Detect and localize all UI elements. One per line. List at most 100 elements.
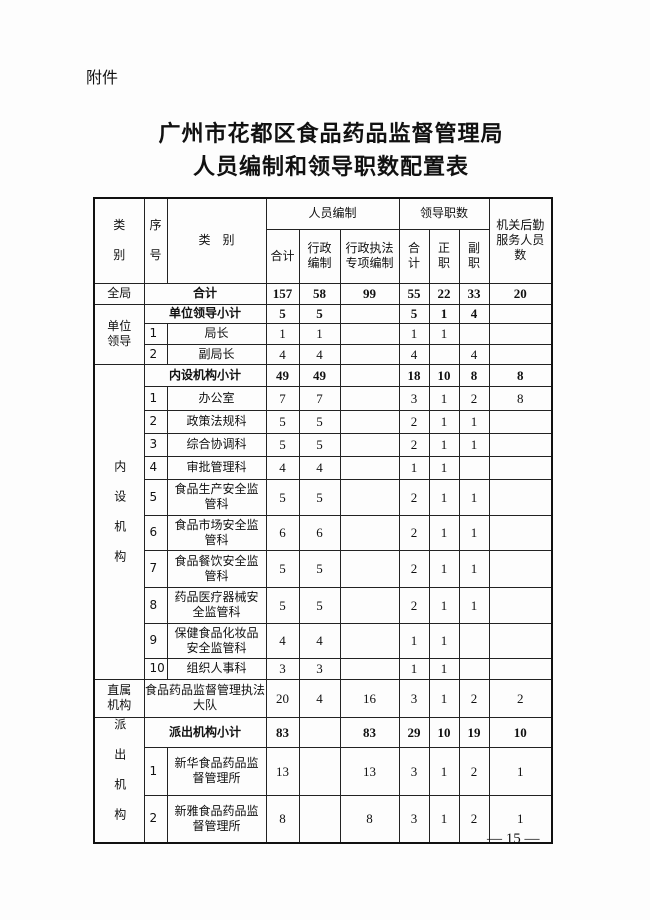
value-cell: 1 <box>458 549 490 588</box>
value-cell: 1 <box>428 409 460 434</box>
row-name: 食品生产安全监管科 <box>166 478 267 516</box>
value-cell: 1 <box>398 322 430 345</box>
header-lead-total: 合计 <box>398 228 430 284</box>
table-row: 2 副局长 4 4 4 4 <box>94 343 553 365</box>
value-cell: 1 <box>488 746 553 796</box>
row-name: 新雅食品药品监督管理所 <box>166 794 267 844</box>
value-cell <box>339 455 400 480</box>
row-name: 药品医疗器械安全监管科 <box>166 586 267 624</box>
value-cell <box>458 657 490 680</box>
row-name: 局长 <box>166 322 267 345</box>
header-staffing: 人员编制 <box>265 197 400 230</box>
value-cell <box>488 657 553 680</box>
value-cell: 2 <box>398 432 430 457</box>
table-row: 内设机构 内设机构小计 49 49 18 10 8 8 <box>93 363 553 680</box>
value-cell: 5 <box>265 549 300 588</box>
row-seq: 1 <box>143 322 168 345</box>
header-seq: 序 号 <box>143 197 168 284</box>
row-name: 食品药品监督管理执法大队 <box>143 678 267 718</box>
value-cell <box>458 622 490 659</box>
row-name: 食品市场安全监管科 <box>166 514 267 551</box>
value-cell: 1 <box>265 322 300 345</box>
value-cell: 1 <box>428 678 460 718</box>
value-cell: 1 <box>428 657 460 680</box>
value-cell: 55 <box>398 282 430 305</box>
value-cell: 1 <box>428 303 460 324</box>
value-cell: 5 <box>298 586 341 624</box>
value-cell: 8 <box>488 363 553 387</box>
table-row: 全局 合计 157 58 99 55 22 33 20 <box>93 282 553 305</box>
value-cell <box>339 657 400 680</box>
value-cell <box>339 549 400 588</box>
value-cell <box>458 455 490 480</box>
value-cell <box>488 432 553 457</box>
row-seq: 2 <box>143 794 168 844</box>
value-cell: 58 <box>298 282 341 305</box>
category-cell: 全局 <box>93 282 145 305</box>
row-seq: 1 <box>143 746 168 796</box>
value-cell: 3 <box>398 385 430 411</box>
value-cell <box>488 343 553 365</box>
table-row: 4 审批管理科 4 4 1 1 <box>94 455 553 480</box>
row-name: 综合协调科 <box>166 432 267 457</box>
value-cell: 4 <box>298 622 341 659</box>
value-cell <box>339 478 400 516</box>
value-cell: 2 <box>398 478 430 516</box>
header-lead-deputy: 副职 <box>458 228 490 284</box>
value-cell: 83 <box>265 716 300 748</box>
value-cell: 5 <box>298 303 341 324</box>
value-cell: 1 <box>428 514 460 551</box>
value-cell: 1 <box>428 549 460 588</box>
value-cell: 4 <box>458 343 490 365</box>
table-row: 6 食品市场安全监管科 6 6 2 1 1 <box>94 514 553 551</box>
category-cell: 直属机构 <box>93 678 145 718</box>
value-cell: 1 <box>298 322 341 345</box>
row-seq: 8 <box>143 586 168 624</box>
value-cell <box>488 303 553 324</box>
value-cell: 2 <box>398 549 430 588</box>
table-row: 3 综合协调科 5 5 2 1 1 <box>94 432 553 457</box>
row-seq: 5 <box>143 478 168 516</box>
value-cell <box>339 622 400 659</box>
value-cell: 10 <box>428 716 460 748</box>
category-cell: 内设机构 <box>93 363 145 680</box>
value-cell: 3 <box>265 657 300 680</box>
value-cell: 2 <box>458 385 490 411</box>
value-cell: 1 <box>398 657 430 680</box>
document-subtitle: 人员编制和领导职数配置表 <box>192 154 469 180</box>
value-cell <box>488 478 553 516</box>
value-cell: 1 <box>428 478 460 516</box>
table-row: 10 组织人事科 3 3 1 1 <box>94 657 553 680</box>
value-cell <box>458 322 490 345</box>
value-cell: 3 <box>298 657 341 680</box>
header-staff-admin: 行政编制 <box>298 228 341 284</box>
value-cell: 5 <box>265 409 300 434</box>
category-label: 派出机构 <box>112 717 127 838</box>
row-name: 单位领导小计 <box>143 303 267 324</box>
table-row: 派出机构 派出机构小计 83 83 29 10 19 10 <box>93 716 553 843</box>
value-cell: 13 <box>265 746 300 796</box>
row-name: 食品餐饮安全监管科 <box>166 549 267 588</box>
value-cell: 1 <box>428 622 460 659</box>
value-cell: 5 <box>265 478 300 516</box>
value-cell: 5 <box>265 586 300 624</box>
row-seq: 2 <box>143 343 168 365</box>
value-cell: 13 <box>339 746 400 796</box>
value-cell <box>339 586 400 624</box>
value-cell <box>488 514 553 551</box>
value-cell: 1 <box>428 586 460 624</box>
row-name: 合计 <box>143 282 267 305</box>
table-row: 5 食品生产安全监管科 5 5 2 1 1 <box>94 478 553 516</box>
row-seq: 6 <box>143 514 168 551</box>
value-cell: 1 <box>458 432 490 457</box>
value-cell <box>339 385 400 411</box>
value-cell: 8 <box>488 385 553 411</box>
value-cell: 5 <box>398 303 430 324</box>
table-row: 7 食品餐饮安全监管科 5 5 2 1 1 <box>94 549 553 588</box>
value-cell: 1 <box>458 586 490 624</box>
row-name: 派出机构小计 <box>143 716 267 748</box>
row-name: 审批管理科 <box>166 455 267 480</box>
value-cell: 49 <box>265 363 300 387</box>
header-category: 类 别 <box>93 197 145 284</box>
value-cell: 1 <box>458 409 490 434</box>
